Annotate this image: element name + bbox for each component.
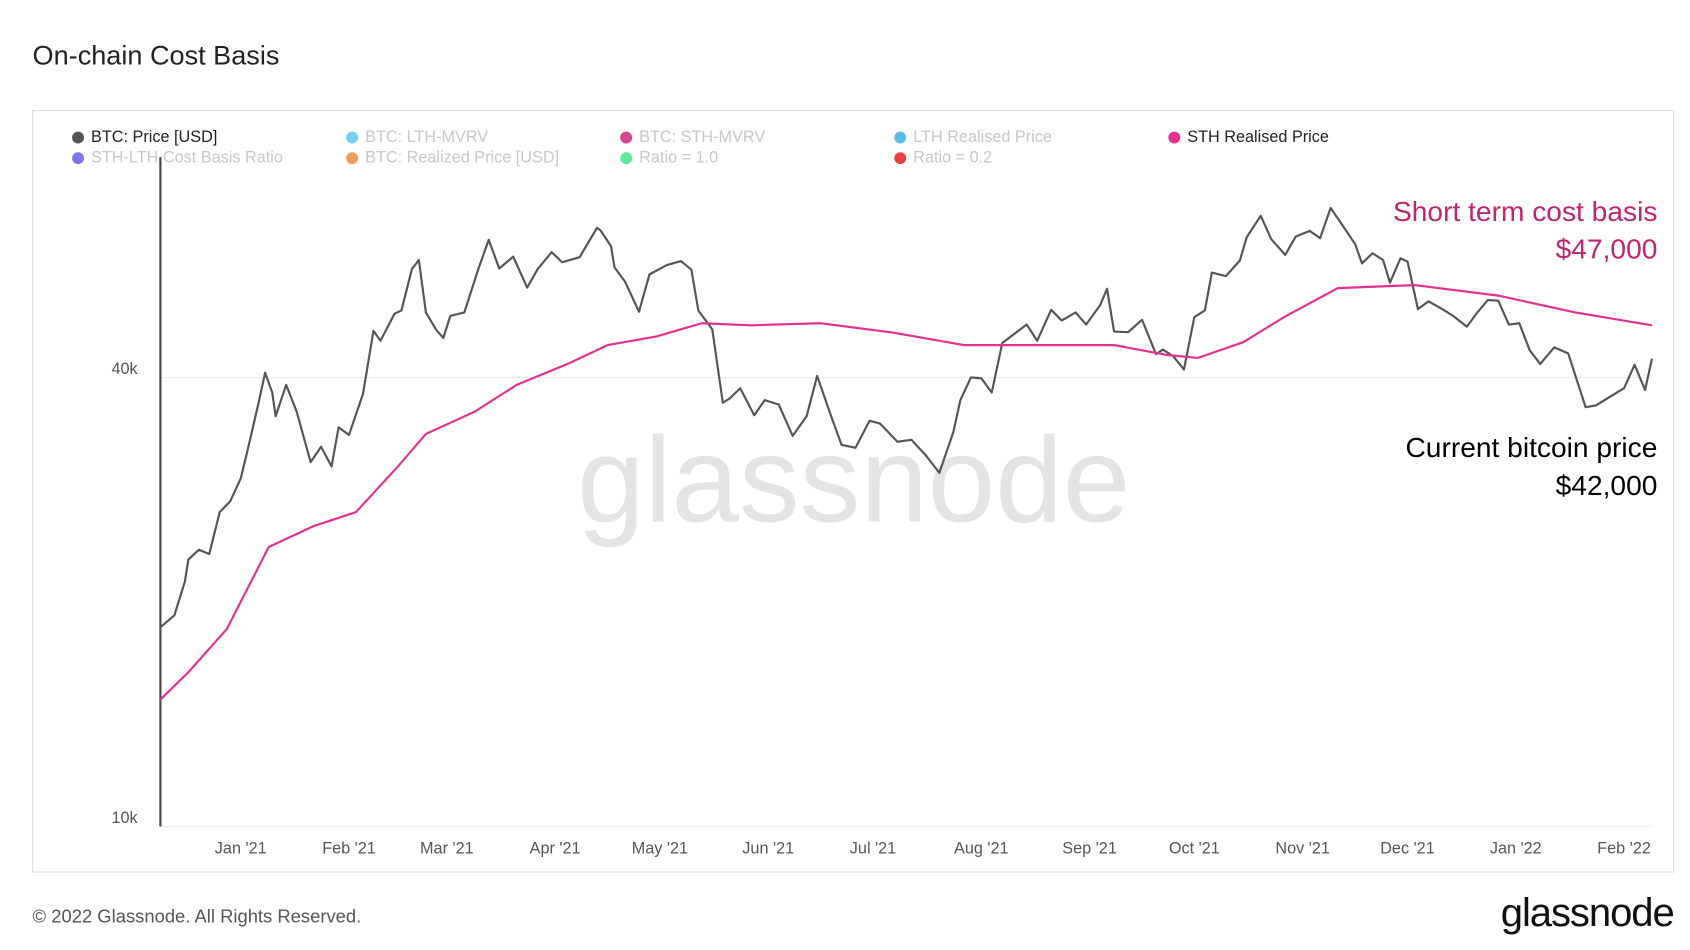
legend-label: BTC: STH-MVRV xyxy=(639,128,765,146)
x-tick-label: Mar '21 xyxy=(420,840,474,858)
x-tick-label: Apr '21 xyxy=(530,840,581,858)
y-tick-label: 40k xyxy=(111,360,138,378)
x-tick-label: Nov '21 xyxy=(1275,840,1330,858)
x-tick-label: Jan '21 xyxy=(215,840,267,858)
chart-frame xyxy=(32,109,1675,873)
logo: glassnode xyxy=(1501,891,1674,935)
legend-marker xyxy=(346,131,359,144)
x-tick-label: Oct '21 xyxy=(1169,840,1220,858)
chart-title: On-chain Cost Basis xyxy=(33,40,280,71)
series-line xyxy=(159,284,1653,701)
x-tick-label: Jan '22 xyxy=(1490,840,1542,858)
legend-marker xyxy=(1168,131,1181,144)
legend-label: LTH Realised Price xyxy=(913,128,1052,146)
legend-marker xyxy=(620,131,633,144)
legend-marker xyxy=(620,152,633,165)
annotation: Short term cost basis xyxy=(1393,196,1657,227)
legend-marker xyxy=(72,131,85,144)
copyright: © 2022 Glassnode. All Rights Reserved. xyxy=(33,905,362,926)
annotation: Current bitcoin price xyxy=(1405,432,1657,463)
x-tick-label: Jun '21 xyxy=(742,840,794,858)
x-tick-label: May '21 xyxy=(632,840,688,858)
legend-label: Ratio = 0.2 xyxy=(913,148,992,166)
legend-label: BTC: Realized Price [USD] xyxy=(365,148,559,166)
plot-area: 10k 40k Jan '21 Feb '21 Mar '21 Apr '21 May '2… xyxy=(111,157,1654,858)
legend-marker xyxy=(894,131,907,144)
legend-label: STH Realised Price xyxy=(1187,128,1329,146)
legend-label: BTC: Price [USD] xyxy=(91,128,217,146)
y-tick-label: 10k xyxy=(111,809,138,827)
legend-label: BTC: LTH-MVRV xyxy=(365,128,488,146)
legend-marker xyxy=(894,152,907,165)
legend-label: STH-LTH Cost Basis Ratio xyxy=(91,148,283,166)
legend-marker xyxy=(346,152,359,165)
legend-label: Ratio = 1.0 xyxy=(639,148,718,166)
x-tick-label: Dec '21 xyxy=(1380,840,1435,858)
annotation: $42,000 xyxy=(1556,470,1658,501)
x-tick-label: Feb '22 xyxy=(1597,840,1651,858)
legend-marker xyxy=(72,152,85,165)
annotation: $47,000 xyxy=(1556,234,1658,265)
x-tick-label: Feb '21 xyxy=(322,840,376,858)
x-tick-label: Sep '21 xyxy=(1062,840,1117,858)
watermark: glassnode xyxy=(577,412,1130,548)
series-line xyxy=(159,206,1654,629)
x-tick-label: Jul '21 xyxy=(850,840,896,858)
x-tick-label: Aug '21 xyxy=(954,840,1009,858)
